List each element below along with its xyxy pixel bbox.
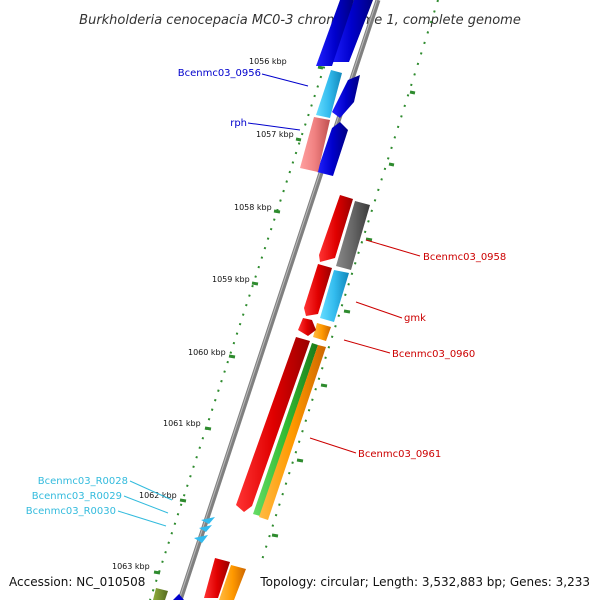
tick-label: 1061 kbp	[163, 419, 201, 428]
major-ticks-left	[153, 65, 324, 575]
gene-label-bcenmc03-r0028[interactable]: Bcenmc03_R0028	[38, 476, 128, 487]
gene-labels: Bcenmc03_0956 rph Bcenmc03_0958 gmk Bcen…	[26, 68, 506, 517]
gene-arrow-orange[interactable]	[313, 323, 331, 341]
tick-labels: 1056 kbp 1057 kbp 1058 kbp 1059 kbp 1060…	[112, 57, 294, 571]
gene-arrow-blue[interactable]	[317, 122, 348, 176]
gene-arrow-cyan[interactable]	[320, 270, 349, 322]
gene-arrow-pink[interactable]	[300, 117, 330, 172]
gene-label-bcenmc03-0956[interactable]: Bcenmc03_0956	[178, 68, 261, 79]
forward-strand-genes	[219, 0, 373, 600]
gene-arrow-red[interactable]	[298, 318, 316, 336]
label-leaders	[117, 73, 421, 527]
rna-marker-cyan[interactable]	[201, 517, 215, 524]
map-title: Burkholderia cenocepacia MC0-3 chromosom…	[79, 13, 521, 28]
gene-label-bcenmc03-r0029[interactable]: Bcenmc03_R0029	[32, 491, 122, 502]
tick-label: 1062 kbp	[139, 491, 177, 500]
tick-label: 1059 kbp	[212, 275, 250, 284]
gene-arrow-blue[interactable]	[173, 594, 184, 600]
gene-arrow-cyan[interactable]	[316, 70, 342, 118]
accession-text: Accession: NC_010508	[9, 575, 145, 589]
gene-arrow-orange[interactable]	[259, 345, 326, 520]
gene-label-bcenmc03-r0030[interactable]: Bcenmc03_R0030	[26, 506, 116, 517]
gene-label-bcenmc03-0961[interactable]: Bcenmc03_0961	[358, 449, 441, 460]
rna-marker-cyan[interactable]	[194, 535, 208, 543]
tick-label: 1058 kbp	[234, 203, 272, 212]
gene-label-bcenmc03-0958[interactable]: Bcenmc03_0958	[423, 252, 506, 263]
tick-label: 1063 kbp	[112, 562, 150, 571]
gene-arrow-red[interactable]	[236, 337, 310, 512]
major-ticks-right	[271, 90, 416, 538]
gene-arrow-blue[interactable]	[332, 75, 360, 118]
topology-text: Topology: circular; Length: 3,532,883 bp…	[259, 575, 590, 589]
tick-label: 1057 kbp	[256, 130, 294, 139]
gene-arrow-orange[interactable]	[219, 565, 246, 600]
gene-arrow-gray[interactable]	[336, 201, 370, 270]
gene-arrow-blue[interactable]	[316, 0, 354, 66]
tick-label: 1056 kbp	[249, 57, 287, 66]
rna-markers	[194, 517, 215, 543]
gene-arrow-green[interactable]	[253, 343, 318, 516]
gene-arrow-red[interactable]	[304, 264, 332, 316]
tick-label: 1060 kbp	[188, 348, 226, 357]
gene-label-gmk[interactable]: gmk	[404, 313, 426, 324]
reverse-strand-genes	[153, 70, 353, 600]
gene-arrow-red[interactable]	[319, 195, 353, 262]
gene-arrow-blue[interactable]	[330, 0, 373, 62]
gene-label-rph[interactable]: rph	[230, 118, 247, 129]
rna-marker-cyan[interactable]	[199, 525, 212, 532]
gene-label-bcenmc03-0960[interactable]: Bcenmc03_0960	[392, 349, 475, 360]
gene-arrow-olive[interactable]	[153, 588, 168, 600]
gene-arrow-red[interactable]	[204, 558, 230, 598]
